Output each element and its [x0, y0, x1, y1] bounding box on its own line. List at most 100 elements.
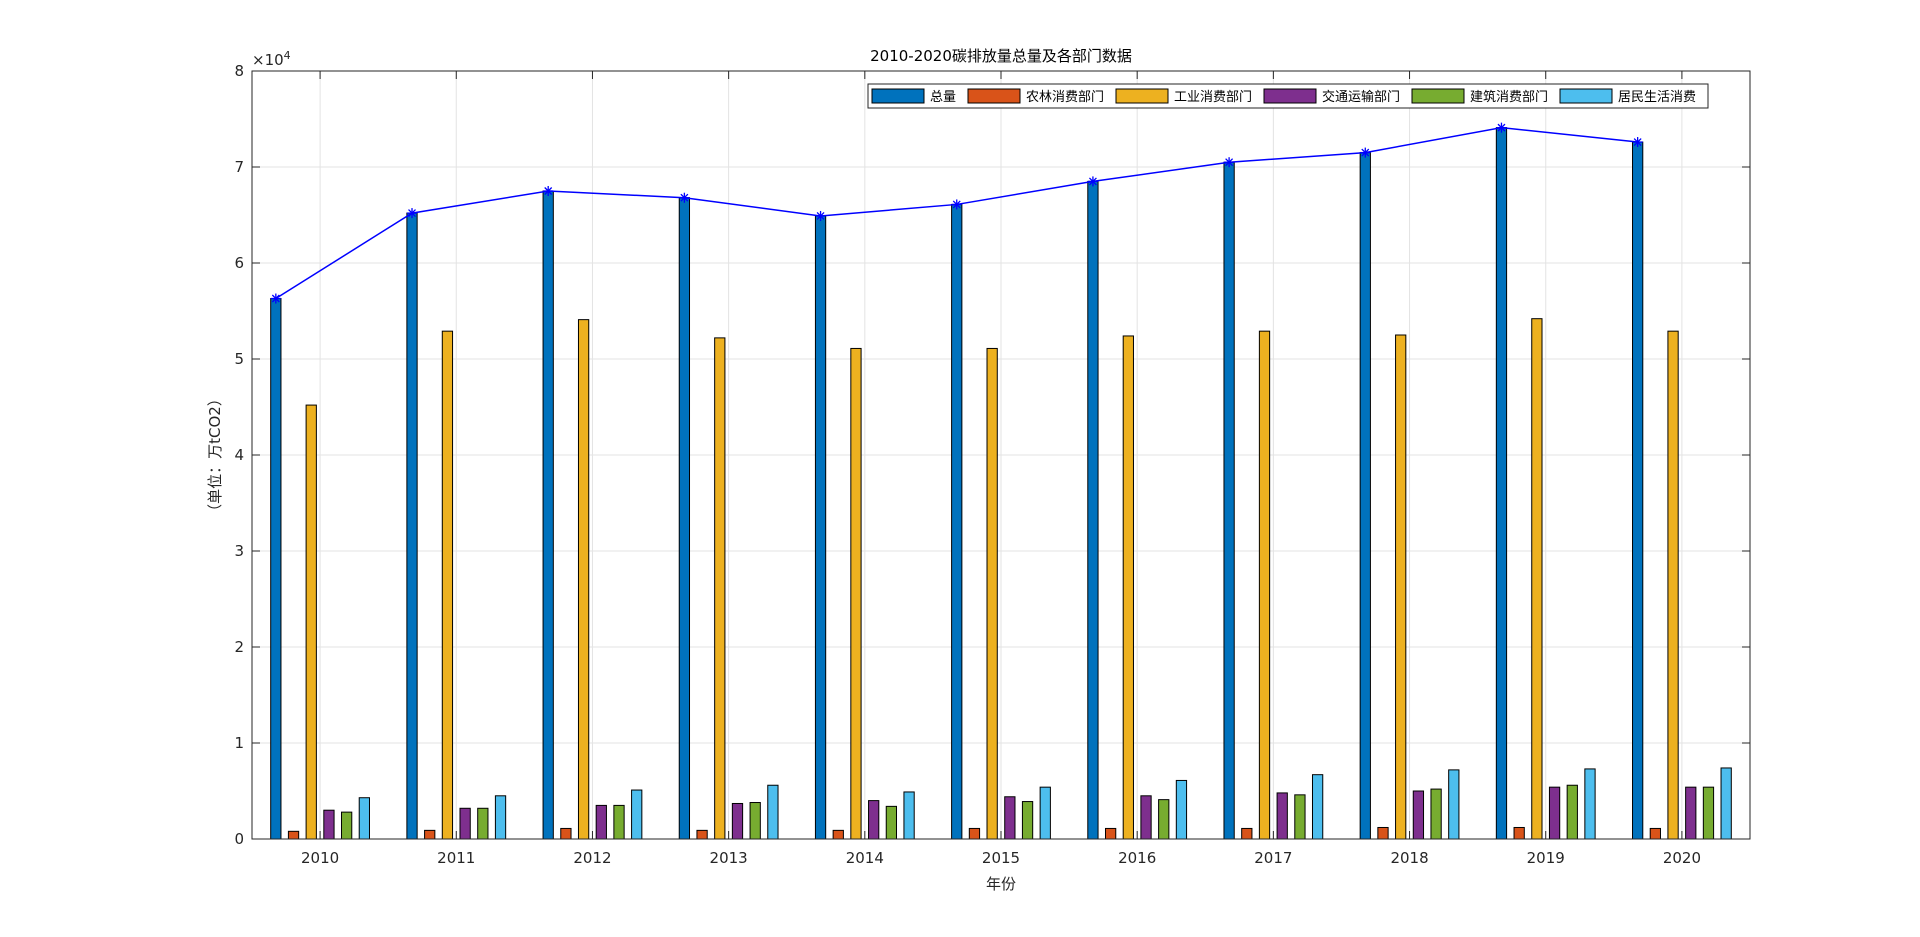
bar [1649, 827, 1661, 840]
bar [1377, 826, 1389, 840]
legend-item[interactable]: 农林消费部门 [967, 88, 1104, 105]
marker-stroke [408, 209, 416, 218]
legend-swatch [1115, 88, 1169, 104]
bar [595, 804, 607, 840]
legend-item[interactable]: 交通运输部门 [1263, 88, 1400, 105]
y-tick-label: 4 [234, 446, 244, 464]
total-line-marker [679, 192, 690, 203]
bar [885, 805, 898, 840]
legend-swatch [1559, 88, 1613, 104]
x-tick-label: 2019 [1527, 849, 1565, 867]
bar [341, 811, 353, 840]
y-tick-label: 2 [234, 638, 244, 656]
chart-title: 2010-2020碳排放量总量及各部门数据 [870, 47, 1132, 65]
bar [1720, 767, 1732, 840]
bar [1087, 180, 1099, 840]
bar [424, 829, 436, 840]
bar [749, 802, 761, 840]
bar [441, 330, 454, 840]
legend-item[interactable]: 总量 [871, 88, 956, 105]
bar [542, 190, 554, 840]
x-tick-label: 2010 [301, 849, 339, 867]
bar [1395, 334, 1407, 840]
x-axis-label: 年份 [986, 875, 1016, 893]
marker-stroke [1225, 158, 1234, 167]
legend-item[interactable]: 居民生活消费 [1559, 88, 1696, 105]
legend-label: 建筑消费部门 [1470, 89, 1548, 105]
bar [1140, 795, 1152, 840]
bar [459, 807, 471, 840]
bar [986, 347, 998, 840]
bars [270, 127, 1732, 840]
bar [1513, 826, 1525, 840]
bar [1294, 794, 1306, 840]
y-axis-exponent-power: 4 [284, 49, 291, 62]
legend-swatch [1411, 88, 1465, 104]
bar [1430, 788, 1442, 840]
bar [477, 807, 489, 840]
y-tick-label: 3 [234, 542, 244, 560]
legend-label: 总量 [930, 90, 956, 105]
bar [1667, 330, 1679, 840]
bar [305, 404, 317, 840]
total-line-marker [1360, 147, 1371, 158]
bar [1021, 801, 1034, 840]
bar [1702, 786, 1715, 840]
bar [577, 319, 590, 840]
bar [850, 347, 862, 840]
legend-swatch [1263, 88, 1317, 104]
legend-item[interactable]: 建筑消费部门 [1411, 88, 1548, 105]
legend-label: 农林消费部门 [1026, 90, 1104, 105]
bar [1531, 318, 1543, 840]
bar [1175, 779, 1188, 840]
bar [1632, 141, 1644, 840]
y-tick-label: 7 [234, 158, 244, 176]
bar [323, 809, 335, 840]
total-line-marker [1496, 122, 1507, 133]
marker-stroke [1497, 123, 1506, 132]
legend-label: 居民生活消费 [1618, 90, 1696, 105]
legend[interactable]: 总量 农林消费部门 工业消费部门 交通运输部门 建筑消费部门 居民生活消费 [867, 83, 1709, 109]
y-axis-exponent-base: ×10 [252, 51, 284, 69]
bar [767, 784, 779, 840]
legend-label: 工业消费部门 [1174, 90, 1252, 105]
bar [731, 802, 744, 840]
x-tick-label: 2013 [710, 849, 748, 867]
x-tick-label: 2014 [846, 849, 884, 867]
legend-item[interactable]: 工业消费部门 [1115, 88, 1252, 105]
bar [1276, 792, 1288, 840]
bar [270, 298, 282, 840]
marker-stroke [271, 294, 280, 303]
marker-stroke [816, 212, 825, 220]
bar [868, 800, 880, 840]
bar [1004, 796, 1016, 840]
marker-stroke [1361, 148, 1370, 157]
x-tick-label: 2011 [437, 849, 475, 867]
x-tick-label: 2018 [1390, 849, 1428, 867]
bar [714, 337, 726, 840]
bar [951, 203, 963, 840]
total-line-marker [407, 208, 418, 219]
marker-stroke [1633, 138, 1642, 146]
marker-stroke [544, 187, 553, 195]
x-tick-label: 2016 [1118, 849, 1156, 867]
total-line-marker [1224, 157, 1235, 168]
bar [1584, 768, 1596, 840]
marker-stroke [1088, 177, 1097, 186]
x-tick-label: 2012 [573, 849, 611, 867]
total-line [270, 122, 1643, 304]
total-line-marker [1087, 176, 1098, 187]
bar [814, 215, 827, 840]
y-tick-label: 5 [234, 350, 244, 368]
bar [696, 829, 708, 840]
y-tick-label: 1 [234, 734, 244, 752]
bar [494, 795, 507, 840]
bar [560, 827, 572, 840]
bar [1311, 774, 1324, 840]
bar [1448, 769, 1460, 840]
bar [613, 804, 625, 840]
bar [1039, 786, 1051, 840]
bar [1223, 161, 1235, 840]
y-axis-label: （单位：万tCO2） [206, 391, 224, 519]
